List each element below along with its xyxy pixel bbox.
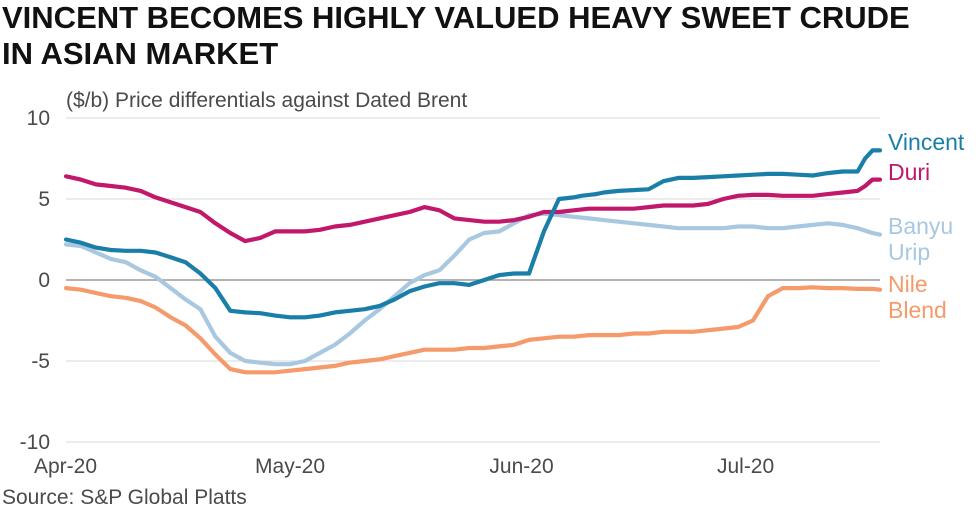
series-label-nile-blend: Nile Blend — [888, 271, 947, 323]
y-tick-label: 5 — [38, 188, 50, 211]
x-tick-label: Jun-20 — [489, 455, 553, 478]
y-tick-label: -10 — [20, 431, 50, 454]
series-labels: Vincent Duri Banyu Urip Nile Blend — [888, 129, 965, 323]
y-tick-label: -5 — [31, 350, 50, 373]
chart-title: VINCENT BECOMES HIGHLY VALUED HEAVY SWEE… — [2, 0, 962, 72]
x-tick-label: Apr-20 — [34, 455, 97, 478]
series-label-vincent: Vincent — [888, 129, 965, 155]
y-axis-label: ($/b) Price differentials against Dated … — [66, 89, 467, 112]
series-label-duri: Duri — [888, 159, 930, 185]
x-tick-label: May-20 — [255, 455, 325, 478]
series-line-nile-blend — [63, 285, 883, 375]
y-axis-ticks: 10 5 0 -5 -10 — [20, 107, 50, 454]
series-lines — [63, 148, 883, 375]
y-tick-label: 0 — [38, 269, 50, 292]
gridlines — [66, 117, 880, 443]
series-line-vincent — [63, 148, 883, 320]
chart-title-line-1: VINCENT BECOMES HIGHLY VALUED HEAVY SWEE… — [2, 0, 910, 35]
series-line-duri — [63, 174, 883, 244]
x-tick-label: Jul-20 — [717, 455, 774, 478]
chart-title-line-2: IN ASIAN MARKET — [2, 36, 279, 71]
series-line-banyu-urip — [63, 211, 883, 367]
series-label-banyu-urip: Banyu Urip — [888, 213, 953, 265]
x-axis-ticks: Apr-20 May-20 Jun-20 Jul-20 — [34, 455, 774, 478]
y-tick-label: 10 — [27, 107, 50, 130]
source-note: Source: S&P Global Platts — [2, 486, 247, 509]
